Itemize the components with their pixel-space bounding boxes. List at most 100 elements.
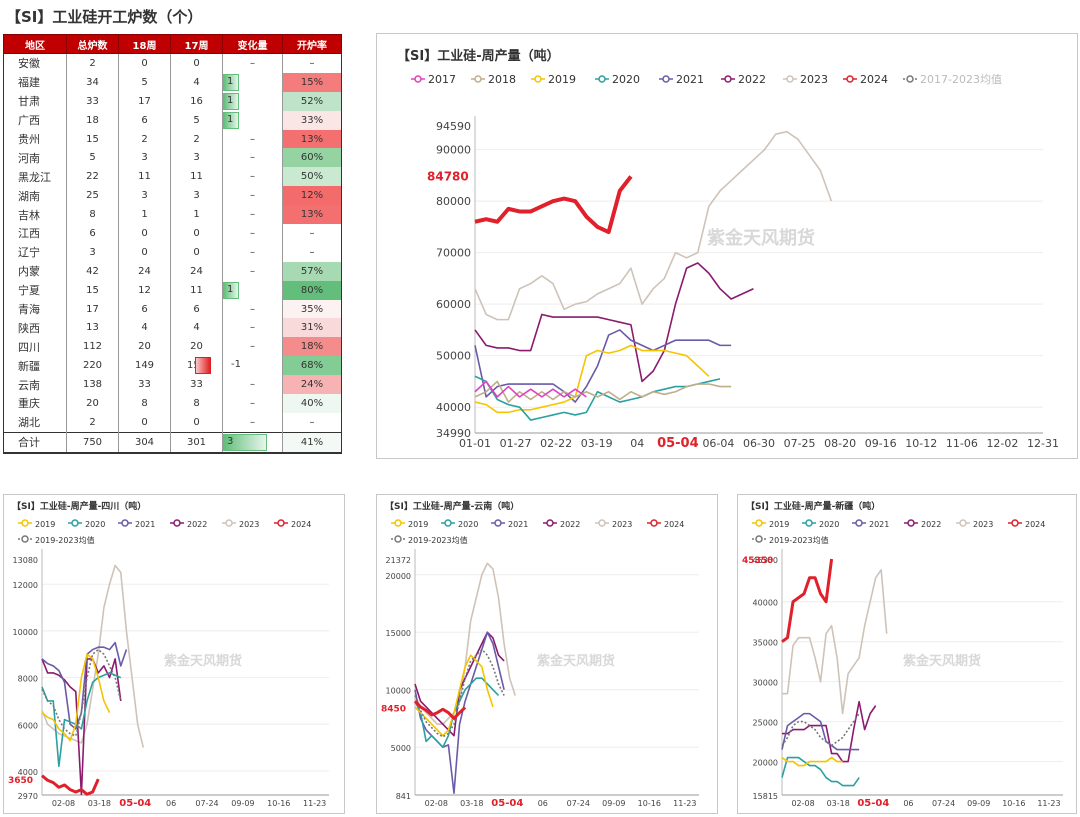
cell-w18: 304 xyxy=(118,431,171,454)
table-row: 黑龙江 22 11 11–50% xyxy=(3,167,342,187)
table-row: 河南 5 3 3–60% xyxy=(3,148,342,168)
legend-label: 2019-2023均值 xyxy=(769,535,829,545)
series-line-2019 xyxy=(474,344,710,414)
cell-region: 辽宁 xyxy=(3,242,67,262)
cell-change: – xyxy=(222,375,283,395)
cell-rate: 68% xyxy=(282,356,342,376)
cell-region: 甘肃 xyxy=(3,91,67,111)
x-tick-label: 10-16 xyxy=(267,799,290,808)
legend-marker xyxy=(650,519,658,527)
cell-rate: 57% xyxy=(282,261,342,281)
legend-label: 2019 xyxy=(548,73,576,86)
watermark: 紫金天风期货 xyxy=(903,653,981,669)
cell-w18: 17 xyxy=(118,91,171,111)
legend-label: 2020 xyxy=(458,520,478,529)
table-row: 辽宁 3 0 0– – xyxy=(3,242,342,262)
cell-rate: 33% xyxy=(282,110,342,130)
legend-marker xyxy=(71,519,79,527)
cell-change: -1 xyxy=(195,356,283,376)
legend-label: 2024 xyxy=(664,520,684,529)
cell-region: 陕西 xyxy=(3,318,67,338)
change-label: – xyxy=(250,133,255,145)
cell-total: 18 xyxy=(66,110,119,130)
cell-w17: 2 xyxy=(170,129,223,149)
cell-total: 17 xyxy=(66,299,119,319)
cell-w18: 1 xyxy=(118,205,171,225)
cell-w17: 0 xyxy=(170,412,223,433)
cell-w17: 24 xyxy=(170,261,223,281)
cell-w17: 0 xyxy=(170,53,223,73)
change-bar xyxy=(223,92,239,110)
series-line-2024 xyxy=(413,700,467,720)
x-tick-label: 10-12 xyxy=(905,437,937,450)
chart-xinjiang: 【SI】工业硅-周产量-新疆（吨） 2019 2020 2021 2022 2023 202… xyxy=(742,500,1063,809)
cell-change: 3 xyxy=(222,431,283,454)
series-line-2018 xyxy=(474,380,732,403)
cell-w17: 4 xyxy=(170,72,223,92)
cell-w17: 33 xyxy=(170,375,223,395)
cell-total: 3 xyxy=(66,242,119,262)
y-tick-label: 35000 xyxy=(753,639,778,648)
rate-label: – xyxy=(309,227,315,239)
cell-region: 福建 xyxy=(3,72,67,92)
rate-label: 60% xyxy=(300,152,324,164)
cell-rate: 13% xyxy=(282,205,342,225)
cell-w18: 20 xyxy=(118,337,171,357)
cell-region: 宁夏 xyxy=(3,280,67,300)
cell-region: 湖南 xyxy=(3,186,67,206)
legend-label: 2020 xyxy=(85,520,105,529)
x-tick-label: 11-23 xyxy=(1037,799,1060,808)
cell-w18: 5 xyxy=(118,72,171,92)
cell-region: 云南 xyxy=(3,375,67,395)
series-line-2024 xyxy=(781,558,834,643)
chart-panel-national: 【SI】工业硅-周产量（吨） 2017 2018 2019 2020 2021 2022 20… xyxy=(376,33,1078,459)
change-label: 3 xyxy=(227,435,234,447)
cell-w17: 16 xyxy=(170,91,223,111)
rate-label: 52% xyxy=(300,95,324,107)
legend-label: 2022 xyxy=(187,520,207,529)
x-tick-label: 06-04 xyxy=(702,437,734,450)
x-tick-label: 08-20 xyxy=(824,437,856,450)
table-row: 吉林 8 1 1–13% xyxy=(3,205,342,225)
cell-rate: 12% xyxy=(282,186,342,206)
cell-w17: 3 xyxy=(170,148,223,168)
y-tick-label: 20000 xyxy=(386,572,411,581)
cell-region: 吉林 xyxy=(3,205,67,225)
rate-label: – xyxy=(309,416,315,428)
legend-marker xyxy=(121,519,129,527)
y-tick-label: 50000 xyxy=(436,350,471,363)
legend-label: 2024 xyxy=(860,73,888,86)
legend-label: 2019 xyxy=(35,520,55,529)
cell-rate: 80% xyxy=(282,280,342,300)
x-tick-label: 04 xyxy=(630,437,644,450)
cell-total: 6 xyxy=(66,224,119,243)
cell-w18: 4 xyxy=(118,318,171,338)
legend-marker xyxy=(855,519,863,527)
cell-w18: 0 xyxy=(118,53,171,73)
x-tick-label: 05-04 xyxy=(657,436,699,451)
change-label: – xyxy=(250,265,255,277)
legend-label: 2019 xyxy=(769,520,789,529)
cell-change: – xyxy=(222,261,283,281)
rate-label: 50% xyxy=(300,171,324,183)
cell-total: 33 xyxy=(66,91,119,111)
cell-rate: – xyxy=(282,224,342,243)
change-bar xyxy=(195,357,211,375)
legend-label: 2024 xyxy=(291,520,311,529)
table-row: 陕西 13 4 4–31% xyxy=(3,318,342,338)
chart-panel-sichuan: 【SI】工业硅-周产量-四川（吨） 2019 2020 2021 2022 2023 202… xyxy=(3,494,345,814)
series-line-avg xyxy=(781,713,860,747)
cell-w18: 33 xyxy=(118,375,171,395)
x-tick-label: 10-16 xyxy=(1002,799,1025,808)
cell-w18: 0 xyxy=(118,412,171,433)
cell-change: – xyxy=(222,205,283,225)
legend-marker xyxy=(394,535,402,543)
change-label: 1 xyxy=(227,283,234,295)
chart-title: 【SI】工业硅-周产量-新疆（吨） xyxy=(746,500,880,512)
x-tick-label: 11-06 xyxy=(946,437,978,450)
rate-label: 18% xyxy=(300,341,324,353)
x-tick-label: 02-08 xyxy=(425,799,448,808)
x-tick-label: 06 xyxy=(903,799,913,808)
cell-w17: 8 xyxy=(170,394,223,413)
cell-change: – xyxy=(222,412,283,433)
